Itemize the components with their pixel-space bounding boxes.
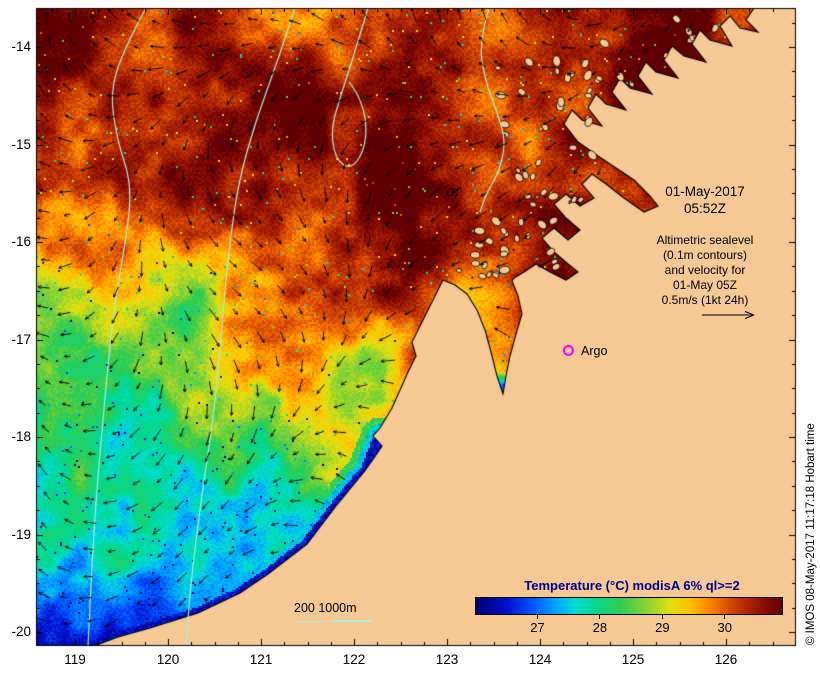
colorbar-tick-label: 28 (592, 620, 608, 635)
map-date: 01-May-2017 (665, 184, 745, 199)
y-axis-tick-label: -15 (11, 136, 31, 152)
y-axis-tick-label: -18 (11, 429, 31, 444)
argo-marker-icon (563, 345, 574, 357)
colorbar-tick-mark (599, 615, 601, 619)
x-axis-tick-label: 123 (435, 652, 459, 667)
bathymetry-legend-label: 200 1000m (294, 601, 357, 615)
y-axis-tick-label: -14 (11, 39, 31, 54)
bathymetry-legend: 200 1000m (294, 601, 372, 622)
colorbar-gradient (475, 597, 783, 615)
x-axis-tick-label: 121 (249, 652, 273, 667)
colorbar-tick-label: 29 (655, 620, 670, 635)
y-axis-tick-label: -20 (11, 624, 31, 639)
x-axis-tick-label: 124 (528, 652, 552, 667)
x-axis-tick-label: 120 (156, 652, 180, 667)
x-axis-tick-label: 122 (342, 652, 366, 667)
altimetric-note-line: 01-May 05Z (672, 278, 738, 292)
altimetric-note-line: (0.1m contours) (662, 248, 748, 262)
colorbar-tick-mark (724, 615, 726, 619)
velocity-scale-arrow (702, 311, 755, 319)
y-axis-tick-label: -16 (11, 234, 31, 249)
y-axis-tick-label: -17 (11, 331, 31, 347)
altimetric-note: Altimetric sealevel (0.1m contours) and ve… (642, 233, 768, 308)
altimetric-note-line: 0.5m/s (1kt 24h) (661, 293, 749, 307)
bathymetry-contour-sample-1000 (330, 620, 372, 622)
argo-annotation: Argo (563, 342, 608, 358)
x-axis-tick-label: 125 (621, 652, 645, 667)
colorbar-tick-mark (536, 615, 538, 619)
eddy-label: G1 (446, 188, 461, 199)
colorbar-tick-label: 30 (717, 620, 733, 635)
altimetric-note-line: and velocity for (664, 263, 746, 277)
x-axis-tick-label: 126 (714, 652, 738, 667)
copyright-text: © IMOS 08-May-2017 11:17:18 Hobart time (805, 423, 817, 645)
y-axis-tick-label: -19 (11, 526, 31, 542)
colorbar-title: Temperature (°C) modisA 6% ql>=2 (524, 578, 740, 593)
argo-label: Argo (581, 343, 608, 358)
altimetric-note-line: Altimetric sealevel (656, 233, 754, 247)
bathymetry-contour-sample-200 (295, 621, 325, 622)
x-axis-tick-label: 119 (64, 652, 86, 667)
map-time: 05:52Z (683, 201, 727, 216)
timestamp-annotation: 01-May-2017 05:52Z (645, 183, 765, 217)
colorbar-tick-mark (661, 615, 663, 619)
colorbar-tick-label: 27 (530, 620, 545, 635)
